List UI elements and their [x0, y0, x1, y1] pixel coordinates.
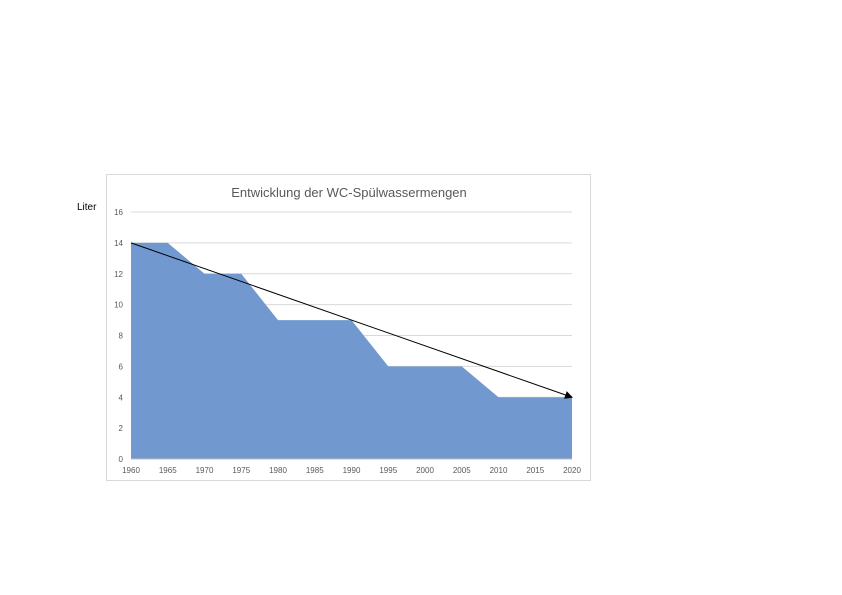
x-tick-label: 2005	[453, 466, 471, 475]
x-tick-label: 1995	[379, 466, 397, 475]
x-tick-label: 1975	[232, 466, 250, 475]
y-axis-label: Liter	[77, 202, 97, 213]
axes: 0 2 4 6 8 10 12 14 16 1960 1965 1970 1975 1980 1985 199…	[114, 208, 581, 475]
chart-area: Entwicklung der WC-Spülwassermengen 0 2 4 6…	[106, 174, 591, 481]
trend-arrow-group	[130, 242, 573, 399]
x-tick-label: 1965	[159, 466, 177, 475]
chart-svg: Entwicklung der WC-Spülwassermengen 0 2 4 6…	[114, 185, 581, 475]
y-tick-label: 0	[119, 455, 124, 464]
y-tick-label: 8	[119, 332, 124, 341]
y-tick-label: 12	[114, 270, 123, 279]
y-tick-label: 4	[119, 393, 124, 402]
x-tick-label: 1970	[196, 466, 214, 475]
x-tick-label: 2000	[416, 466, 434, 475]
x-tick-label: 2020	[563, 466, 581, 475]
chart-title: Entwicklung der WC-Spülwassermengen	[231, 185, 467, 200]
x-tick-label: 2015	[526, 466, 544, 475]
y-tick-label: 6	[119, 362, 124, 371]
x-tick-label: 1980	[269, 466, 287, 475]
area-series	[131, 242, 572, 459]
y-tick-label: 16	[114, 208, 123, 217]
x-tick-label: 2010	[490, 466, 508, 475]
y-tick-label: 10	[114, 301, 123, 310]
area-series-fill	[131, 242, 572, 459]
y-tick-label: 14	[114, 239, 123, 248]
x-tick-label: 1960	[122, 466, 140, 475]
x-tick-label: 1990	[343, 466, 361, 475]
x-tick-label: 1985	[306, 466, 324, 475]
y-tick-label: 2	[119, 424, 124, 433]
trend-arrow	[130, 242, 573, 399]
